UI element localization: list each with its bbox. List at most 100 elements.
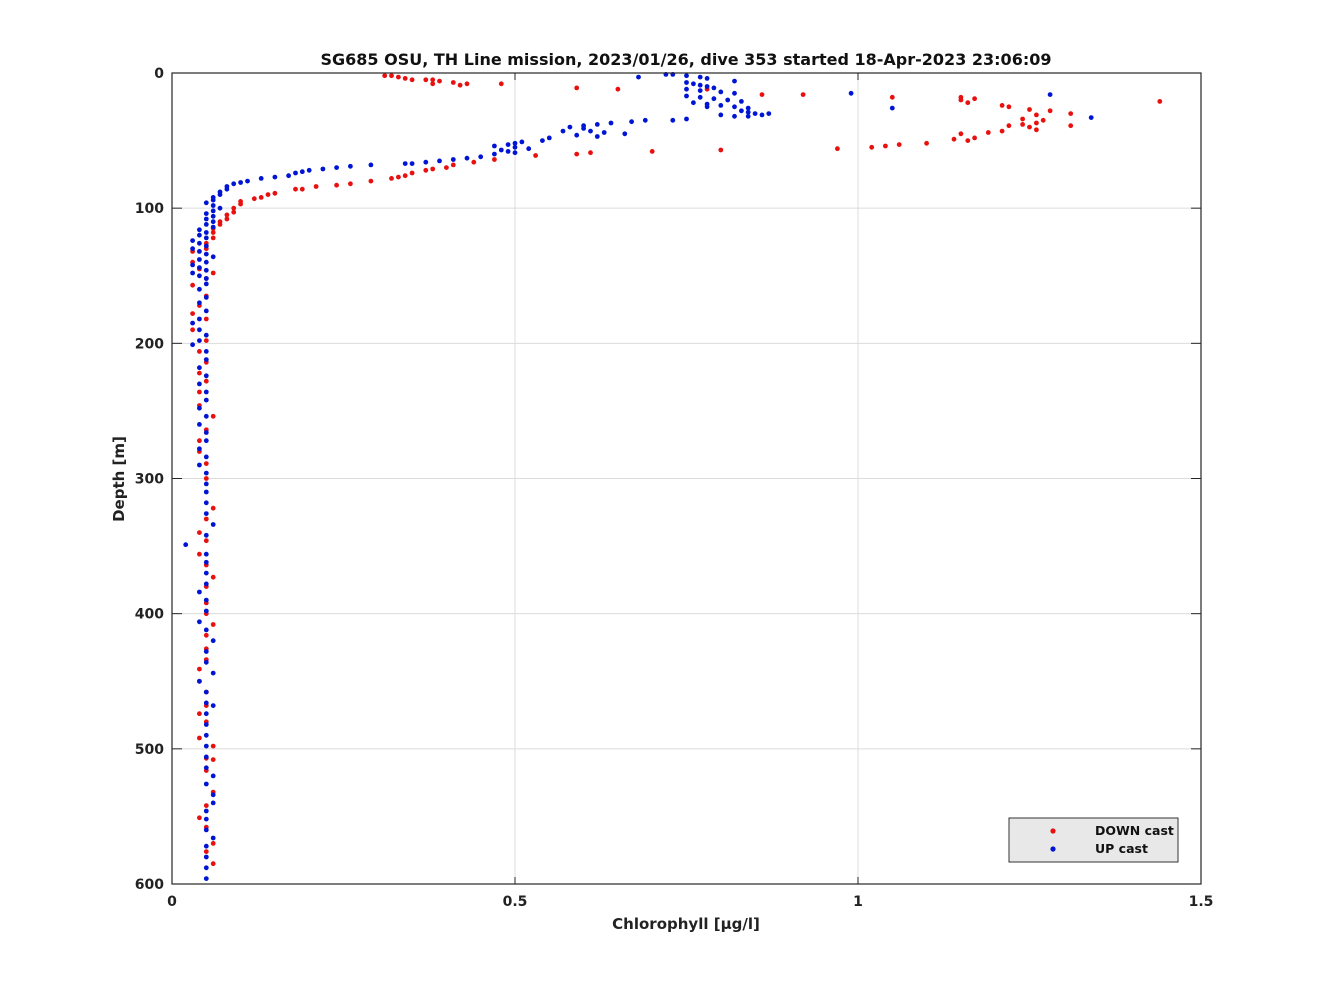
data-point [423, 77, 429, 83]
data-point [368, 178, 374, 184]
data-point [471, 159, 477, 165]
data-point [691, 100, 696, 106]
data-point [1088, 115, 1094, 120]
data-point [835, 146, 840, 152]
data-point [224, 216, 230, 222]
data-point [224, 212, 230, 218]
data-point [1047, 108, 1053, 114]
data-point [265, 192, 271, 198]
data-point [732, 90, 737, 96]
data-point [210, 230, 216, 235]
data-point [505, 142, 511, 148]
data-point [203, 581, 209, 587]
data-point [889, 105, 895, 111]
y-tick-label: 0 [154, 66, 164, 82]
data-point [1020, 122, 1025, 127]
data-point [574, 132, 580, 138]
data-point [965, 138, 971, 144]
data-point [368, 162, 374, 168]
data-point [203, 454, 209, 460]
data-point [197, 405, 202, 411]
legend-marker-up-cast [1050, 846, 1056, 852]
data-point [203, 470, 209, 476]
legend-label-up-cast: UP cast [1095, 841, 1148, 856]
data-point [540, 138, 545, 144]
data-point [711, 96, 717, 102]
data-point [313, 184, 319, 189]
data-point [293, 170, 298, 176]
data-point [203, 438, 209, 444]
data-point [210, 574, 216, 580]
data-point [869, 144, 875, 150]
data-point [889, 94, 895, 100]
data-point [197, 249, 202, 254]
data-point [965, 100, 971, 106]
data-point [197, 265, 202, 270]
data-point [203, 827, 209, 833]
data-point [574, 151, 580, 157]
data-point [210, 254, 216, 260]
data-point [197, 462, 202, 468]
data-point [238, 180, 244, 185]
data-point [704, 76, 710, 81]
data-point [622, 131, 628, 137]
data-point [299, 169, 305, 175]
data-point [197, 422, 202, 427]
data-point [217, 205, 223, 211]
grid-layer [172, 73, 1201, 884]
data-point [299, 186, 305, 192]
data-point [258, 176, 264, 181]
data-point [348, 163, 353, 169]
data-point [203, 389, 209, 395]
data-point [334, 165, 339, 171]
data-point [197, 678, 202, 684]
data-point [231, 181, 237, 187]
data-point [389, 176, 394, 181]
data-point [203, 781, 209, 787]
data-point [203, 849, 209, 854]
data-point [197, 370, 202, 376]
data-point [203, 659, 209, 665]
series-up-cast [183, 72, 1094, 881]
data-point [210, 703, 216, 708]
data-point [203, 551, 209, 557]
data-point [293, 186, 298, 192]
data-point [203, 608, 209, 614]
data-point [231, 209, 237, 215]
data-point [210, 835, 216, 841]
y-tick-label: 500 [135, 742, 164, 758]
data-point [210, 773, 216, 779]
data-point [203, 222, 209, 227]
data-point [210, 197, 216, 203]
data-point [210, 235, 216, 241]
data-point [210, 213, 216, 219]
y-axis-label: Depth [m] [110, 436, 128, 522]
data-point [492, 143, 497, 149]
data-point [642, 117, 648, 123]
data-point [437, 78, 442, 84]
data-point [409, 161, 415, 167]
data-point [697, 94, 703, 100]
y-tick-label: 400 [135, 607, 164, 623]
data-point [594, 122, 600, 127]
data-point [697, 82, 703, 88]
data-point [203, 373, 209, 379]
data-point [251, 196, 257, 202]
data-point [203, 397, 209, 403]
data-point [450, 80, 456, 85]
data-point [697, 74, 703, 80]
data-point [684, 73, 689, 79]
data-point [437, 158, 442, 164]
data-point [402, 161, 408, 167]
data-point [567, 124, 573, 130]
data-point [546, 135, 552, 141]
data-point [704, 84, 710, 89]
data-point [203, 570, 209, 576]
data-point [203, 649, 209, 654]
legend-label-down-cast: DOWN cast [1095, 823, 1174, 838]
data-point [512, 150, 518, 156]
data-point [210, 841, 216, 846]
data-point [348, 181, 353, 187]
data-point [492, 157, 497, 162]
data-point [203, 627, 209, 633]
